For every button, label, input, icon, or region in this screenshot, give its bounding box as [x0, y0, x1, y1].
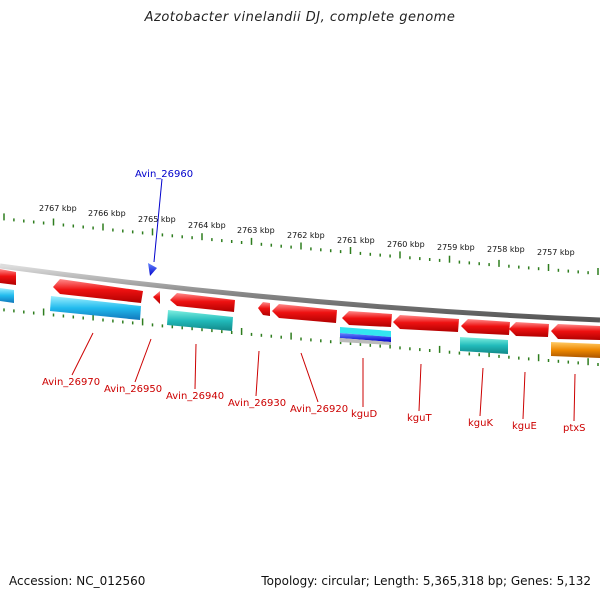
- forward-strand-features: [0, 269, 600, 340]
- cds-arrow[interactable]: [393, 315, 459, 332]
- gene-box[interactable]: [340, 333, 391, 342]
- leader-line: [134, 338, 152, 383]
- kbp-label: 2759 kbp: [437, 243, 475, 252]
- leader-line: [418, 363, 422, 412]
- kbp-label: 2765 kbp: [138, 215, 176, 224]
- leader-line: [479, 367, 484, 417]
- gene-label[interactable]: Avin_26920: [290, 404, 348, 415]
- kbp-label: 2757 kbp: [537, 248, 575, 257]
- kbp-label: 2763 kbp: [237, 226, 275, 235]
- gene-box[interactable]: [0, 288, 14, 303]
- topology-text: Topology: circular; Length: 5,365,318 bp…: [261, 574, 591, 588]
- gene-boxes: [0, 288, 600, 358]
- map-title: Azotobacter vinelandii DJ, complete geno…: [144, 10, 456, 25]
- gene-box[interactable]: [340, 327, 391, 337]
- gene-label[interactable]: kguK: [468, 418, 493, 429]
- cds-arrow[interactable]: [0, 269, 16, 285]
- kbp-label: 2762 kbp: [287, 231, 325, 240]
- gene-label[interactable]: Avin_26940: [166, 391, 224, 402]
- leader-line: [71, 332, 94, 376]
- cds-arrow[interactable]: [461, 319, 510, 335]
- kbp-label: 2760 kbp: [387, 240, 425, 249]
- gene-box[interactable]: [460, 337, 508, 354]
- cds-arrow[interactable]: [509, 322, 549, 337]
- gene-label-avin-26960[interactable]: Avin_26960: [135, 169, 193, 180]
- genome-backbone: [0, 263, 600, 323]
- kbp-label: 2758 kbp: [487, 245, 525, 254]
- kbp-label: 2764 kbp: [188, 221, 226, 230]
- gene-label[interactable]: Avin_26930: [228, 398, 286, 409]
- kbp-label: 2767 kbp: [39, 204, 77, 213]
- cds-arrow[interactable]: [258, 302, 270, 316]
- leader-line: [522, 371, 526, 420]
- label-leaders: [71, 332, 576, 422]
- gene-label[interactable]: Avin_26950: [104, 384, 162, 395]
- kbp-labels: 2767 kbp 2766 kbp 2765 kbp 2764 kbp 2763…: [39, 204, 575, 257]
- leader-line: [194, 343, 197, 390]
- kbp-label: 2766 kbp: [88, 209, 126, 218]
- cds-arrow[interactable]: [53, 279, 143, 303]
- leader-line: [255, 350, 260, 397]
- gene-label[interactable]: Avin_26970: [42, 377, 100, 388]
- cds-arrow[interactable]: [170, 293, 235, 312]
- leader-line: [573, 373, 576, 422]
- inner-tick-ring: [3, 308, 599, 366]
- gene-box[interactable]: [340, 338, 391, 345]
- gene-labels: Avin_26970 Avin_26950 Avin_26940 Avin_26…: [42, 377, 586, 434]
- leader-line: [300, 352, 319, 403]
- gene-box[interactable]: [50, 296, 141, 320]
- cds-arrow[interactable]: [342, 311, 392, 327]
- gene-label[interactable]: kguD: [351, 409, 377, 420]
- accession-text: Accession: NC_012560: [9, 574, 146, 588]
- kbp-label: 2761 kbp: [337, 236, 375, 245]
- cds-arrow[interactable]: [153, 291, 160, 304]
- gene-label[interactable]: ptxS: [563, 423, 586, 434]
- gene-label[interactable]: kguE: [512, 421, 537, 432]
- gene-box[interactable]: [167, 310, 233, 331]
- gene-box[interactable]: [551, 342, 600, 358]
- cds-arrow[interactable]: [551, 324, 600, 340]
- outer-tick-ring: [3, 213, 599, 275]
- cds-arrow[interactable]: [272, 304, 337, 323]
- gene-label[interactable]: kguT: [407, 413, 432, 424]
- leader-line: [153, 178, 163, 263]
- cds-arrow-avin-26960[interactable]: [148, 263, 157, 276]
